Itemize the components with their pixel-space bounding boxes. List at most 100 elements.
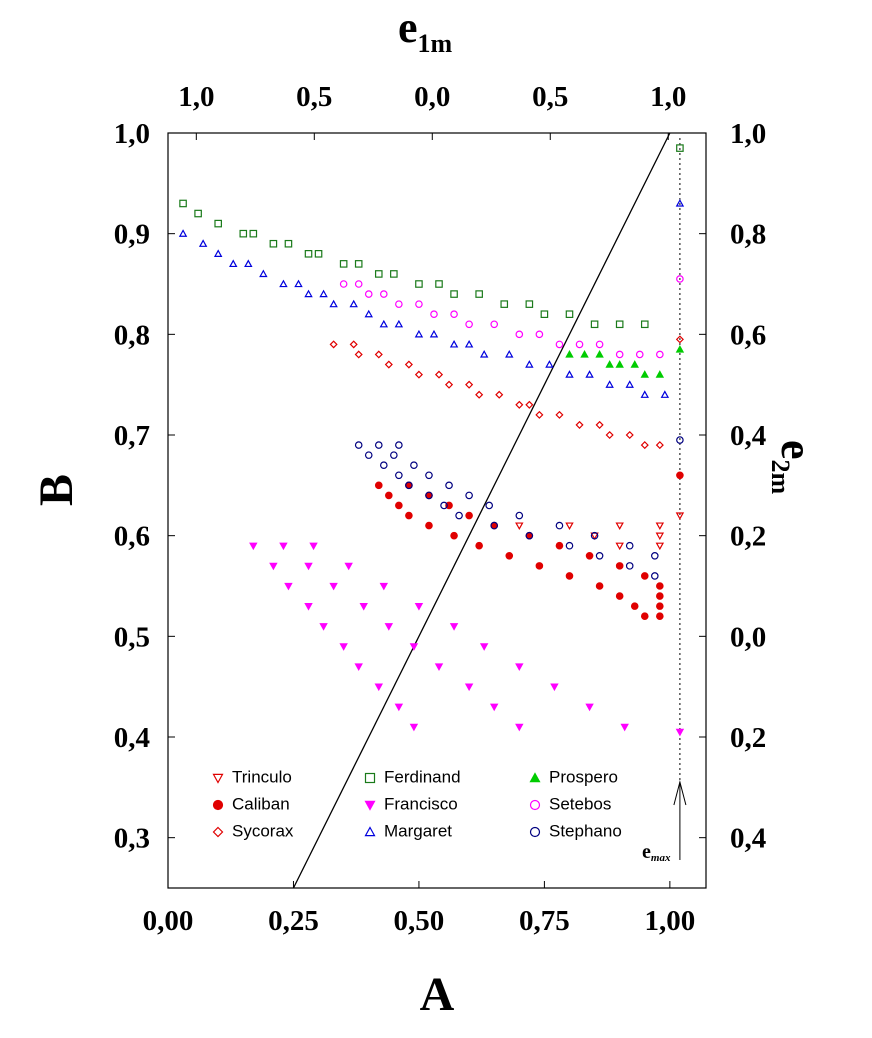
point (380, 290, 388, 298)
point (625, 541, 634, 550)
point (655, 370, 665, 378)
point (414, 602, 424, 611)
emax-arrow-head (673, 780, 687, 806)
point (394, 319, 404, 328)
top-axis-label-sub: 1m (418, 29, 453, 58)
point (450, 310, 458, 319)
point (490, 521, 499, 530)
point (409, 723, 419, 732)
legend-label: Sycorax (232, 821, 294, 840)
point (269, 239, 278, 248)
legend-label: Ferdinand (384, 767, 461, 786)
point (565, 572, 574, 580)
point (269, 562, 278, 571)
point (656, 592, 664, 600)
point (651, 551, 659, 560)
point (449, 623, 459, 631)
point (595, 340, 604, 349)
right-tick-label: 0,2 (730, 521, 766, 553)
y-tick-label: 0,6 (114, 521, 150, 553)
point (565, 522, 574, 531)
point (475, 290, 483, 298)
point (309, 542, 318, 551)
point (374, 441, 383, 449)
point (294, 279, 303, 288)
point (651, 572, 659, 580)
point (354, 663, 363, 671)
point (620, 723, 629, 732)
point (384, 623, 394, 631)
legend-marker (364, 800, 376, 811)
point (479, 643, 489, 651)
point (640, 390, 649, 398)
point (304, 602, 313, 611)
y-tick-label: 0,8 (114, 319, 150, 351)
point (374, 683, 384, 692)
point (605, 430, 614, 440)
point (464, 339, 474, 348)
point (364, 451, 373, 459)
point (329, 340, 338, 349)
point (198, 239, 208, 247)
point (515, 663, 524, 671)
point (404, 360, 413, 369)
right-tick-label: 0,8 (730, 219, 766, 251)
point (354, 441, 363, 449)
point (515, 511, 524, 520)
right-axis-label-main: e (772, 440, 821, 460)
point (565, 370, 574, 378)
point (304, 562, 313, 571)
point (575, 340, 584, 349)
point (194, 209, 202, 218)
point (640, 370, 649, 378)
point (390, 270, 398, 278)
point (505, 551, 514, 560)
y-tick-label: 0,7 (114, 420, 150, 452)
point (444, 380, 454, 389)
point (640, 612, 649, 621)
point (676, 275, 684, 283)
point (660, 390, 670, 398)
point (249, 542, 258, 551)
legend-marker (529, 772, 541, 783)
point (575, 420, 584, 429)
top-axis-label-main: e (398, 3, 418, 52)
point (475, 390, 484, 399)
point (390, 451, 398, 459)
top-tick-label: 0,5 (532, 81, 568, 113)
point (379, 582, 389, 591)
point (655, 542, 665, 551)
point (374, 350, 383, 359)
point (605, 380, 614, 388)
point (585, 703, 594, 712)
point (319, 623, 328, 631)
point (555, 340, 564, 349)
point (259, 269, 268, 278)
point (615, 592, 624, 600)
point (615, 562, 624, 570)
point (429, 329, 439, 338)
point (179, 199, 187, 208)
top-axis-label: e1m (398, 3, 453, 58)
point (319, 289, 328, 298)
point (213, 249, 223, 257)
point (339, 280, 348, 288)
legend-label: Setebos (549, 794, 611, 813)
point (178, 229, 188, 237)
point (380, 461, 388, 470)
point (214, 219, 222, 228)
point (329, 299, 338, 308)
point (364, 290, 373, 298)
point (384, 360, 393, 369)
point (445, 481, 453, 490)
point (374, 481, 383, 490)
point (515, 522, 524, 531)
point (676, 436, 684, 444)
point (434, 663, 444, 671)
point (349, 340, 358, 349)
point (615, 320, 624, 329)
point (339, 260, 348, 268)
point (676, 144, 684, 152)
right-tick-label: 0,6 (730, 319, 766, 351)
